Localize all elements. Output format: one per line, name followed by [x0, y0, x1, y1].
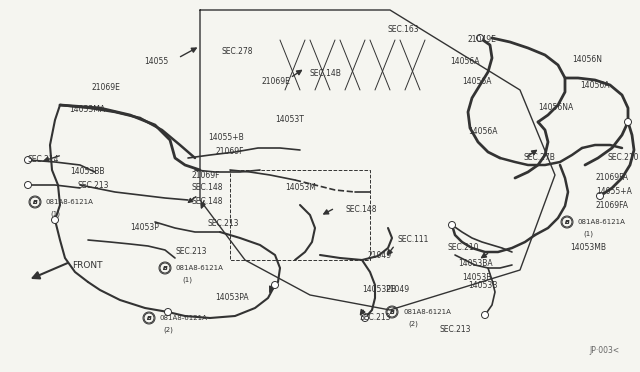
Text: B: B — [33, 199, 37, 205]
Text: SEC.111: SEC.111 — [398, 235, 429, 244]
Text: 21049: 21049 — [385, 285, 409, 295]
Text: 081A8-6121A: 081A8-6121A — [160, 315, 208, 321]
Text: SEC.14B: SEC.14B — [310, 70, 342, 78]
Text: SEC.210: SEC.210 — [608, 154, 639, 163]
Circle shape — [449, 221, 456, 228]
Circle shape — [596, 192, 604, 199]
Text: (1): (1) — [50, 211, 60, 217]
Text: B: B — [163, 266, 168, 270]
Text: SEC.148: SEC.148 — [192, 196, 223, 205]
Text: 081A8-6121A: 081A8-6121A — [176, 265, 224, 271]
Text: (2): (2) — [408, 321, 418, 327]
Circle shape — [481, 311, 488, 318]
Text: (1): (1) — [182, 277, 192, 283]
Text: 14056A: 14056A — [468, 128, 497, 137]
Text: B: B — [163, 266, 168, 270]
Text: 21069F: 21069F — [192, 170, 221, 180]
Text: SEC.214: SEC.214 — [28, 155, 60, 164]
Text: 14053P: 14053P — [130, 224, 159, 232]
Text: SEC.213: SEC.213 — [78, 180, 109, 189]
Text: 21049E: 21049E — [468, 35, 497, 45]
Text: 14055+B: 14055+B — [208, 134, 244, 142]
Text: B: B — [390, 310, 394, 314]
Text: SEC.213: SEC.213 — [208, 219, 239, 228]
Text: 14053B: 14053B — [462, 273, 492, 282]
Text: 14055: 14055 — [144, 58, 168, 67]
Circle shape — [271, 282, 278, 289]
Text: 14056A: 14056A — [450, 58, 479, 67]
Text: 14053PA: 14053PA — [215, 294, 248, 302]
Circle shape — [24, 157, 31, 164]
Text: 14053BB: 14053BB — [70, 167, 104, 176]
Text: 14056A: 14056A — [580, 80, 609, 90]
Text: SEC.148: SEC.148 — [192, 183, 223, 192]
Text: (2): (2) — [163, 327, 173, 333]
Text: 21069FA: 21069FA — [596, 173, 629, 183]
Text: SEC.210: SEC.210 — [448, 244, 479, 253]
Circle shape — [362, 314, 369, 321]
Text: FRONT: FRONT — [72, 260, 102, 269]
Text: 14053MA: 14053MA — [69, 106, 105, 115]
Circle shape — [477, 35, 483, 42]
Text: SEC.163: SEC.163 — [388, 26, 420, 35]
Text: 21069E: 21069E — [91, 83, 120, 93]
Text: SEC.278: SEC.278 — [222, 48, 253, 57]
Text: 21069FA: 21069FA — [596, 202, 629, 211]
Text: 14053B: 14053B — [468, 280, 497, 289]
Text: B: B — [33, 199, 37, 205]
Text: SEC.27B: SEC.27B — [524, 154, 556, 163]
Text: 14053MB: 14053MB — [570, 244, 606, 253]
Text: SEC.213: SEC.213 — [360, 314, 392, 323]
Text: 081A8-6121A: 081A8-6121A — [46, 199, 94, 205]
Text: SEC.213: SEC.213 — [175, 247, 207, 257]
Circle shape — [24, 182, 31, 189]
Circle shape — [51, 217, 58, 224]
Text: 14053BA: 14053BA — [458, 260, 493, 269]
Text: 21069F: 21069F — [215, 148, 243, 157]
Text: 14055+A: 14055+A — [596, 187, 632, 196]
Text: 14056NA: 14056NA — [538, 103, 573, 112]
Text: JP·003<: JP·003< — [590, 346, 620, 355]
Text: 21049: 21049 — [368, 251, 392, 260]
Text: 14056A: 14056A — [462, 77, 492, 87]
Text: 14053T: 14053T — [275, 115, 304, 125]
Text: B: B — [564, 219, 570, 224]
Circle shape — [164, 308, 172, 315]
Text: 21069E: 21069E — [262, 77, 291, 87]
Circle shape — [625, 119, 632, 125]
Text: (1): (1) — [583, 231, 593, 237]
Text: 14053PB: 14053PB — [362, 285, 396, 295]
Text: B: B — [147, 315, 152, 321]
Text: B: B — [390, 310, 394, 314]
Text: SEC.148: SEC.148 — [345, 205, 376, 215]
Text: B: B — [147, 315, 152, 321]
Text: 14053M: 14053M — [285, 183, 316, 192]
Text: 081A8-6121A: 081A8-6121A — [403, 309, 451, 315]
Text: SEC.213: SEC.213 — [440, 326, 472, 334]
Text: B: B — [564, 219, 570, 224]
Text: 14056N: 14056N — [572, 55, 602, 64]
Text: 081A8-6121A: 081A8-6121A — [578, 219, 626, 225]
